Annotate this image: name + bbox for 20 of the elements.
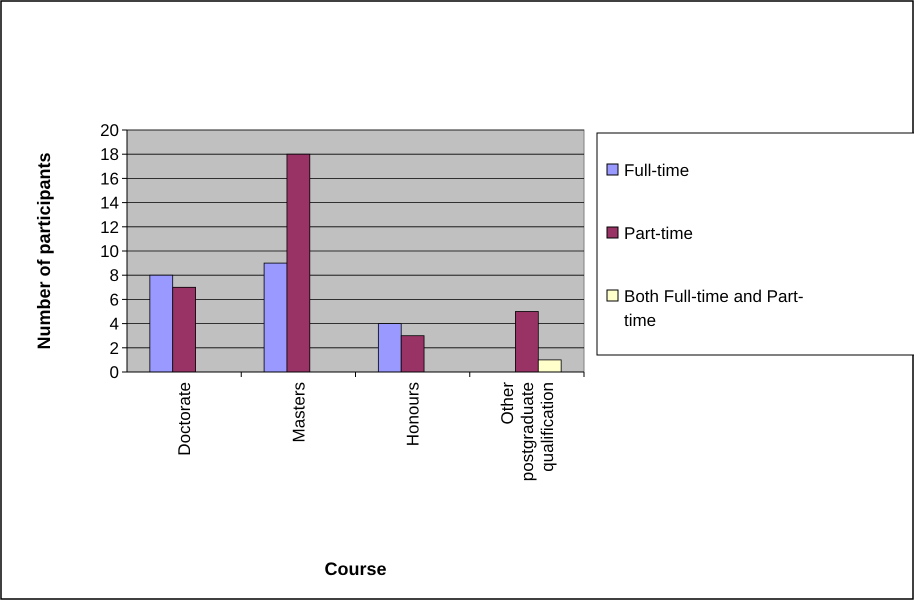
legend-label: Part-time — [624, 224, 693, 243]
y-tick-label: 16 — [100, 169, 119, 188]
y-tick-label: 2 — [110, 338, 119, 358]
legend-label: Both Full-time and Part-time — [624, 286, 804, 330]
y-axis-title: Number of participants — [34, 152, 54, 350]
x-tick-label: Other postgraduate qualification — [498, 382, 557, 482]
y-tick-label: 4 — [110, 314, 119, 334]
y-tick-label: 14 — [100, 194, 119, 213]
y-tick-label: 18 — [100, 145, 119, 164]
y-tick-label: 12 — [100, 218, 119, 237]
y-tick-label: 20 — [100, 120, 119, 140]
y-tick-label: 8 — [110, 266, 119, 286]
y-tick-label: 10 — [100, 242, 119, 261]
x-tick-label: Doctorate — [175, 382, 194, 456]
x-axis-title: Course — [324, 559, 387, 579]
y-tick-label: 0 — [110, 362, 119, 382]
x-tick-label: Honours — [404, 382, 423, 446]
y-tick-label: 6 — [110, 290, 119, 310]
x-tick-label: Masters — [289, 382, 308, 442]
legend-label: Full-time — [624, 160, 690, 180]
